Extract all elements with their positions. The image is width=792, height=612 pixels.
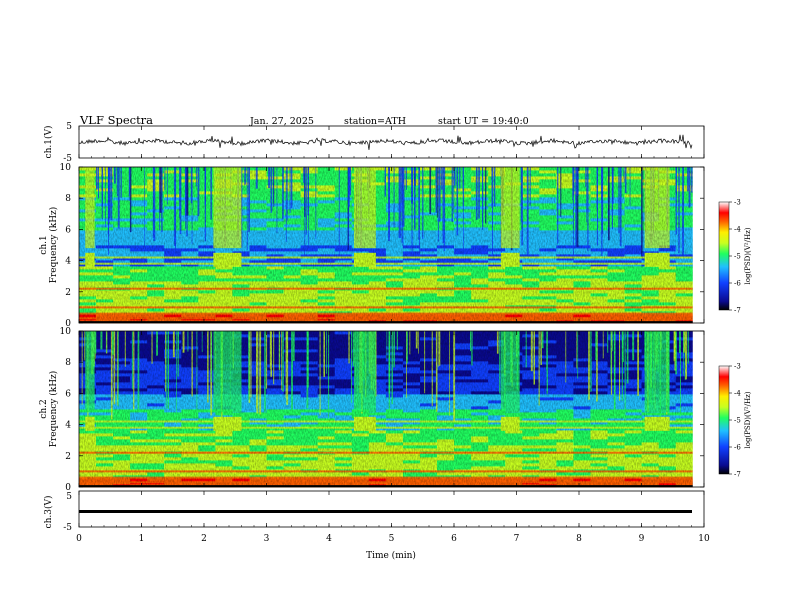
ch2-spectrogram-image	[79, 331, 704, 488]
ch1-colorbar-label: log(PSD)(V²/Hz)	[744, 227, 752, 284]
colorbar-tick-label: -7	[734, 307, 741, 315]
xtick-label: 0	[76, 534, 82, 544]
ch1-spectrogram-panel: 0 2 4 6 8 10 ch.1 Frequency (kHz)	[39, 163, 705, 329]
ch3-ytick-bottom: -5	[63, 523, 72, 533]
colorbar-tick-label: -7	[734, 471, 741, 479]
ytick-label: 0	[65, 319, 71, 329]
ch3-ytick-top: 5	[66, 492, 72, 502]
station-label: station=ATH	[344, 116, 406, 127]
ytick-label: 6	[65, 389, 71, 399]
ytick-label: 4	[65, 257, 71, 267]
colorbar-tick-label: -3	[734, 363, 741, 371]
time-axis-label: Time (min)	[366, 550, 416, 561]
ch2-colorbar-gradient	[718, 365, 730, 475]
ytick-label: 10	[60, 163, 72, 173]
xtick-label: 3	[264, 534, 270, 544]
ch1-colorbar: -3 -4 -5 -6 -7 log(PSD)(V²/Hz)	[718, 199, 752, 315]
ch2-colorbar-ticks: -3 -4 -5 -6 -7	[729, 363, 741, 479]
ytick-label: 8	[65, 358, 71, 368]
xtick-label: 7	[514, 534, 520, 544]
ch1-spectrogram-image	[79, 167, 704, 324]
ch1-waveform-line	[78, 134, 693, 150]
ch2-spec-ylabel-ch: ch.2	[39, 399, 49, 418]
xtick-label: 1	[139, 534, 145, 544]
ytick-label: 0	[65, 483, 71, 493]
ytick-label: 2	[65, 452, 71, 462]
ytick-label: 6	[65, 225, 71, 235]
colorbar-tick-label: -4	[734, 390, 741, 398]
colorbar-tick-label: -6	[734, 444, 741, 452]
xtick-label: 10	[698, 534, 710, 544]
start-time-label: start UT = 19:40:0	[438, 116, 529, 127]
ytick-label: 8	[65, 194, 71, 204]
ch3-frame	[78, 490, 705, 528]
xtick-label: 6	[451, 534, 457, 544]
spectrogram-noise	[79, 331, 693, 487]
ch1-ytick-bottom: -5	[63, 154, 72, 164]
ch1-ytick-top: 5	[66, 122, 72, 132]
ch1-spec-yticks: 0 2 4 6 8 10	[60, 163, 704, 329]
empty-tail	[692, 167, 704, 323]
xtick-label: 5	[389, 534, 395, 544]
xtick-label: 8	[576, 534, 582, 544]
ch2-spectrogram-panel: 0 2 4 6 8 10 ch.2 Frequency (kHz)	[39, 327, 705, 493]
ch3-waveform-line	[79, 510, 692, 513]
ch1-spec-ylabel-freq: Frequency (kHz)	[48, 207, 59, 284]
ch3-waveform-panel: 5 -5 ch.3(V)	[43, 490, 705, 533]
ch1-colorbar-gradient	[718, 201, 730, 311]
colorbar-tick-label: -5	[734, 417, 741, 425]
ch3-ylabel: ch.3(V)	[43, 496, 54, 529]
date-label: Jan. 27, 2025	[249, 116, 314, 127]
spectrogram-noise	[79, 167, 693, 323]
ch1-colorbar-ticks: -3 -4 -5 -6 -7	[729, 199, 741, 315]
ch1-ylabel: ch.1(V)	[43, 126, 54, 159]
xtick-label: 2	[201, 534, 207, 544]
ch2-spec-yticks: 0 2 4 6 8 10	[60, 327, 704, 493]
figure-title: VLF Spectra	[79, 113, 153, 127]
colorbar-tick-label: -4	[734, 226, 741, 234]
xtick-label: 9	[639, 534, 645, 544]
ch2-colorbar: -3 -4 -5 -6 -7 log(PSD)(V²/Hz)	[718, 363, 752, 479]
ch2-spec-ylabel-freq: Frequency (kHz)	[48, 371, 59, 448]
ch1-spec-ylabel-ch: ch.1	[39, 235, 49, 254]
ch2-colorbar-label: log(PSD)(V²/Hz)	[744, 391, 752, 448]
colorbar-tick-label: -3	[734, 199, 741, 207]
ch1-waveform-panel: 5 -5 ch.1(V)	[43, 122, 705, 164]
ytick-label: 4	[65, 421, 71, 431]
empty-tail	[692, 331, 704, 487]
xtick-label: 4	[326, 534, 332, 544]
colorbar-tick-label: -6	[734, 280, 741, 288]
colorbar-tick-label: -5	[734, 253, 741, 261]
time-axis: 0 1 2 3 4 5 6 7 8 9 10	[76, 126, 710, 544]
ytick-label: 2	[65, 288, 71, 298]
ytick-label: 10	[60, 327, 72, 337]
